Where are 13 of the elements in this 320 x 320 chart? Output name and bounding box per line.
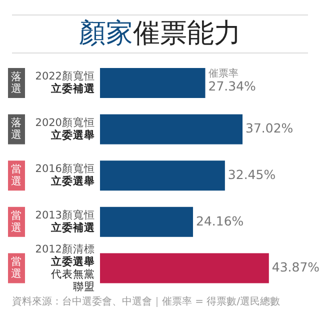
chart-title: 顏家催票能力 [79, 18, 241, 50]
data-label: 37.02% [246, 120, 294, 136]
source-note: 資料來源：台中選委會、中選會｜催票率 = 得票數/選民總數 [12, 296, 280, 308]
y-tick-label: 2020顏寬恒立委選舉 [35, 116, 95, 142]
annotation: 催票率 [208, 68, 238, 80]
data-label: 27.34% [208, 78, 256, 94]
data-label: 24.16% [196, 213, 244, 228]
y-tick-label: 2022顏寬恒立委補選 [35, 70, 95, 96]
y-tick-label: 2012顏清標立委選舉代表無黨聯盟 [35, 242, 95, 293]
data-label: 32.45% [228, 167, 276, 182]
y-tick-label: 2016顏寬恒立委選舉 [35, 162, 95, 188]
y-tick-label: 2013顏寬恒立委補選 [35, 208, 95, 234]
data-label: 43.87% [272, 260, 320, 275]
